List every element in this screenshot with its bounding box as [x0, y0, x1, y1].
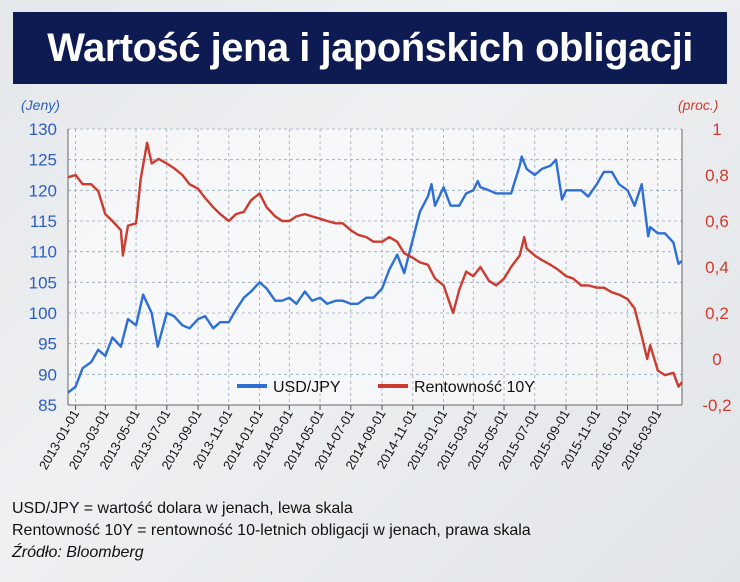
legend: USD/JPY Rentowność 10Y: [237, 379, 535, 396]
right-tick-label: 0,8: [705, 166, 729, 185]
chart-area: 130 125 120 115 110 105 100 95 90 85 1 0,8 0,6 0,4 0,…: [29, 120, 732, 472]
chart-title: Wartość jena i japońskich obligacji: [47, 25, 693, 70]
right-axis-ticks: 1 0,8 0,6 0,4 0,2 0 -0,2: [702, 120, 731, 415]
footnote-yield: Rentowność 10Y = rentowność 10-letnich o…: [12, 522, 531, 539]
right-tick-label: 0,6: [705, 212, 729, 231]
left-tick-label: 90: [38, 365, 57, 384]
grid: [67, 128, 683, 406]
footnote-usd-jpy: USD/JPY = wartość dolara w jenach, lewa …: [12, 500, 353, 517]
legend-usd-jpy-label: USD/JPY: [273, 379, 341, 396]
left-tick-label: 125: [29, 151, 57, 170]
left-tick-label: 95: [38, 335, 57, 354]
left-tick-label: 130: [29, 120, 57, 139]
series-yield-line: [67, 141, 683, 388]
left-axis-unit: (Jeny): [21, 97, 60, 113]
legend-yield-label: Rentowność 10Y: [414, 379, 535, 396]
series-usd-jpy-line: [67, 155, 683, 394]
right-tick-label: 0,4: [705, 258, 729, 277]
right-tick-label: 1: [712, 120, 721, 139]
plot-background: [68, 129, 682, 405]
right-tick-label: -0,2: [702, 396, 731, 415]
left-tick-label: 115: [30, 212, 57, 231]
left-tick-label: 120: [29, 181, 57, 200]
series-lines: [67, 141, 683, 394]
source-note: Źródło: Bloomberg: [12, 544, 144, 561]
left-tick-label: 85: [38, 396, 57, 415]
left-tick-label: 110: [30, 243, 57, 262]
footnotes: USD/JPY = wartość dolara w jenach, lewa …: [12, 498, 531, 564]
right-tick-label: 0,2: [705, 304, 729, 323]
right-axis-unit: (proc.): [678, 97, 719, 113]
left-tick-label: 105: [29, 273, 57, 292]
left-tick-label: 100: [29, 304, 57, 323]
right-tick-label: 0: [712, 350, 721, 369]
left-axis-ticks: 130 125 120 115 110 105 100 95 90 85: [29, 120, 57, 415]
x-axis-ticks: 2013-01-012013-03-012013-05-012013-07-01…: [36, 405, 664, 472]
title-bar: Wartość jena i japońskich obligacji: [13, 12, 727, 84]
